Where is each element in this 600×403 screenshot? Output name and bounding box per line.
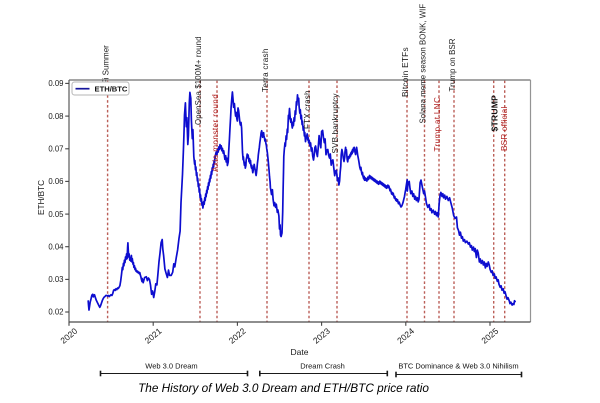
svg-text:0.07: 0.07 xyxy=(48,145,63,154)
svg-text:ETH/BTC: ETH/BTC xyxy=(95,85,128,94)
svg-text:BSR official: BSR official xyxy=(500,106,509,151)
svg-text:0.02: 0.02 xyxy=(48,308,63,317)
svg-text:Bitcoin ETFs: Bitcoin ETFs xyxy=(400,47,410,97)
svg-text:Terra crash: Terra crash xyxy=(261,48,270,92)
svg-text:Web 3.0 Dream: Web 3.0 Dream xyxy=(145,362,197,371)
svg-text:0.09: 0.09 xyxy=(48,79,63,88)
svg-text:0.05: 0.05 xyxy=(48,210,64,219)
svg-text:Date: Date xyxy=(291,347,309,357)
svg-text:Trump at LNC: Trump at LNC xyxy=(433,97,442,152)
svg-text:ETH/BTC: ETH/BTC xyxy=(37,180,46,215)
svg-text:Solana meme season BONK, WIF: Solana meme season BONK, WIF xyxy=(419,4,428,124)
svg-text:0.08: 0.08 xyxy=(48,112,63,121)
svg-text:The History of Web 3.0 Dream a: The History of Web 3.0 Dream and ETH/BTC… xyxy=(138,381,429,395)
svg-text:OpenSea $100M+ round: OpenSea $100M+ round xyxy=(194,36,203,125)
svg-text:$TRUMP: $TRUMP xyxy=(490,95,500,132)
svg-text:SVB bankruptcy: SVB bankruptcy xyxy=(331,93,340,154)
svg-text:Trump on BSR: Trump on BSR xyxy=(448,38,457,91)
svg-text:BTC Dominance & Web 3.0 Nihili: BTC Dominance & Web 3.0 Nihilism xyxy=(398,362,518,371)
svg-text:0.06: 0.06 xyxy=(48,177,63,186)
svg-text:Dream Crash: Dream Crash xyxy=(300,362,345,371)
svg-text:FTX crash: FTX crash xyxy=(303,90,312,129)
svg-text:DeFi Summer: DeFi Summer xyxy=(102,45,111,95)
svg-text:Axie monster round: Axie monster round xyxy=(211,94,220,172)
svg-text:0.04: 0.04 xyxy=(48,242,64,251)
svg-text:0.03: 0.03 xyxy=(48,275,63,284)
